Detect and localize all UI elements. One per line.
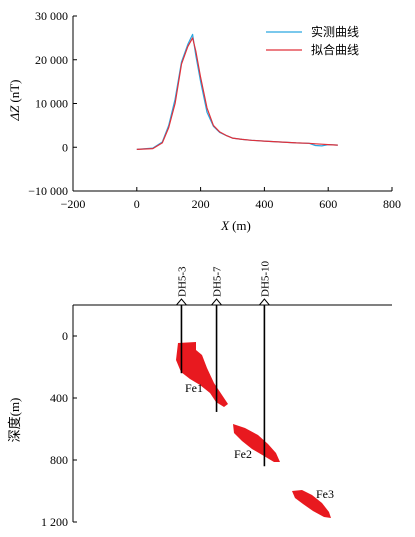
y-tick-label: 10 000	[35, 97, 68, 111]
x-tick-label: −200	[61, 197, 86, 211]
y-tick-label: 30 000	[35, 9, 68, 23]
orebody-fe3	[292, 490, 331, 518]
drillhole-marker	[258, 298, 271, 306]
top-x-axis-label: X (m)	[220, 218, 251, 233]
section-y-axis-label: 深度(m)	[7, 398, 22, 443]
drillhole-label: DH5-3	[176, 266, 188, 297]
y-tick-label: 20 000	[35, 53, 68, 67]
orebody-fe1	[176, 342, 228, 407]
drillhole-marker	[175, 298, 188, 306]
orebody-label-fe1: Fe1	[185, 381, 203, 395]
y-tick-label: 0	[62, 140, 68, 154]
depth-tick-label: 800	[50, 453, 68, 467]
y-tick-label: −10 000	[28, 184, 68, 198]
series-line-fitted	[136, 37, 338, 150]
legend: 实测曲线 拟合曲线	[266, 24, 359, 57]
top-y-axis-label: ΔZ(nT)	[7, 80, 22, 122]
drillhole-marker	[210, 298, 223, 306]
depth-tick-label: 400	[50, 391, 68, 405]
geological-section: 0 400 800 1 200 深度(m) Fe1 Fe2 Fe3 DH5-3 DH5-…	[7, 260, 392, 529]
orebody-label-fe3: Fe3	[316, 487, 334, 501]
anomaly-profile-chart: −200 0 200 400 600 800 −10 000 0 10 000 20 000 30 …	[7, 9, 401, 233]
depth-tick-label: 1 200	[41, 515, 68, 529]
orebody-fe2	[233, 424, 280, 462]
x-tick-label: 800	[383, 197, 401, 211]
x-tick-label: 0	[134, 197, 140, 211]
drillhole-label: DH5-10	[259, 260, 271, 297]
x-tick-label: 400	[255, 197, 273, 211]
depth-tick-label: 0	[62, 329, 68, 343]
x-tick-label: 600	[319, 197, 337, 211]
orebody-label-fe2: Fe2	[234, 447, 252, 461]
legend-label-measured: 实测曲线	[311, 24, 359, 39]
drillhole-label: DH5-7	[212, 266, 224, 297]
x-tick-label: 200	[192, 197, 210, 211]
legend-label-fitted: 拟合曲线	[311, 42, 359, 57]
